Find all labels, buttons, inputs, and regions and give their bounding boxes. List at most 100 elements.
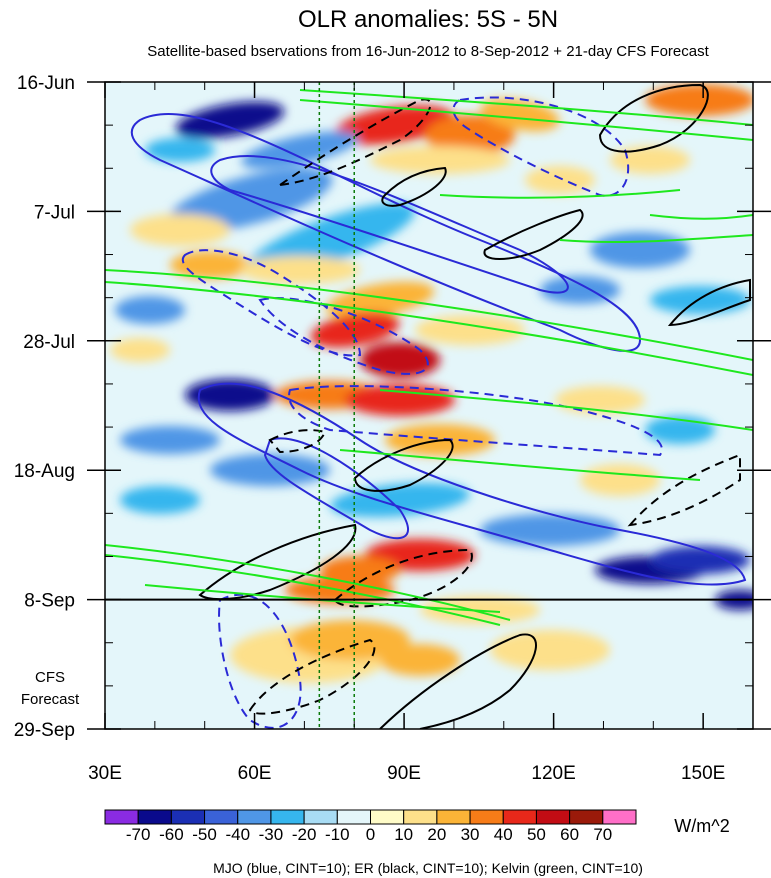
anomaly-blob — [650, 546, 750, 574]
anomaly-blob — [175, 101, 285, 139]
colorbar-level-label: -70 — [126, 825, 151, 844]
y-tick-label: 7-Jul — [34, 202, 75, 223]
anomaly-blob — [210, 454, 330, 486]
contour-line — [299, 89, 753, 126]
colorbar-level-label: 10 — [394, 825, 413, 844]
anomaly-blob — [645, 84, 753, 116]
anomaly-blob — [330, 482, 470, 518]
anomaly-blob — [610, 146, 690, 174]
colorbar-level-label: -10 — [325, 825, 350, 844]
contour-line — [105, 281, 753, 376]
colorbar: -70 -60 -50 -40 -30 -20 -10 0 10 20 30 40 50 60 70 — [104, 809, 637, 844]
chart-subtitle: Satellite-based bservations from 16-Jun-… — [147, 43, 709, 60]
colorbar-level-label: 70 — [593, 825, 612, 844]
anomaly-blob — [120, 486, 200, 514]
anomaly-blob — [540, 276, 620, 304]
contour-line — [105, 544, 511, 621]
forecast-label-line2: Forecast — [21, 691, 80, 708]
colorbar-swatch — [270, 809, 305, 825]
colorbar-swatch — [303, 809, 338, 825]
contour-line — [248, 638, 376, 715]
contour-line — [483, 208, 584, 260]
colorbar-swatch — [569, 809, 604, 825]
colorbar-unit: W/m^2 — [674, 816, 729, 836]
y-axis: 16-Jun 7-Jul 28-Jul 18-Aug 8-Sep 29-Sep — [14, 73, 771, 741]
colorbar-swatch — [104, 809, 139, 825]
colorbar-level-label: 0 — [366, 825, 375, 844]
contour-line — [379, 389, 753, 431]
contour-line — [381, 166, 447, 207]
colorbar-swatch — [436, 809, 471, 825]
contour-line — [198, 523, 357, 601]
anomaly-blob — [480, 514, 620, 546]
contour-line — [339, 449, 701, 481]
contour-line — [279, 98, 432, 186]
contour-line — [559, 234, 753, 244]
anomaly-blob — [325, 281, 435, 319]
contour-line — [439, 189, 681, 199]
colorbar-level-label: 40 — [494, 825, 513, 844]
anomaly-blob — [240, 256, 360, 284]
anomaly-blob — [145, 138, 215, 162]
anomaly-blob — [115, 296, 185, 324]
anomaly-blob — [415, 315, 525, 345]
colorbar-swatch — [535, 809, 571, 825]
chart-title: OLR anomalies: 5S - 5N — [298, 6, 558, 33]
anomaly-blob — [650, 286, 750, 314]
y-tick-label: 29-Sep — [14, 720, 75, 741]
contour-line — [649, 214, 753, 220]
colorbar-swatch — [204, 809, 239, 825]
anomaly-blob — [110, 338, 170, 362]
contour-line — [353, 438, 454, 492]
colorbar-swatch — [403, 809, 438, 825]
anomaly-blob — [380, 644, 460, 676]
colorbar-swatch — [237, 809, 272, 825]
colorbar-level-label: 50 — [527, 825, 546, 844]
anomaly-blob — [241, 131, 359, 169]
x-tick-label: 60E — [238, 763, 272, 784]
anomaly-blob — [345, 384, 455, 416]
x-axis: 30E 60E 90E 120E 150E — [88, 82, 754, 784]
x-tick-label: 30E — [88, 763, 122, 784]
anomaly-blob — [590, 232, 690, 268]
anomaly-blob — [620, 630, 740, 670]
colorbar-level-label: -50 — [192, 825, 217, 844]
x-tick-label: 120E — [531, 763, 575, 784]
contour-line — [210, 155, 569, 294]
colorbar-level-label: -40 — [225, 825, 250, 844]
y-tick-label: 18-Aug — [14, 461, 75, 482]
anomaly-blob — [370, 146, 510, 174]
contour-line — [197, 382, 747, 586]
contour-line — [105, 269, 753, 361]
contour-line — [288, 385, 663, 457]
colorbar-swatch — [602, 809, 637, 825]
forecast-label-line1: CFS — [35, 669, 65, 686]
colorbar-swatch — [170, 809, 206, 825]
anomaly-blob — [525, 166, 595, 194]
anomaly-blob — [580, 464, 660, 496]
contour-line — [299, 99, 753, 141]
contour-line — [263, 437, 410, 540]
colorbar-swatch — [469, 809, 504, 825]
colorbar-level-label: 60 — [560, 825, 579, 844]
colorbar-swatch — [336, 809, 371, 825]
contour-line — [182, 249, 362, 357]
anomaly-blob — [490, 630, 610, 670]
contour-line — [598, 83, 709, 153]
contour-legend: MJO (blue, CINT=10); ER (black, CINT=10)… — [213, 860, 643, 876]
x-tick-label: 90E — [387, 763, 421, 784]
contour-line — [379, 633, 537, 729]
anomaly-blob — [335, 105, 455, 145]
contour-line — [218, 593, 302, 729]
contour-line — [667, 278, 751, 327]
anomaly-blob — [120, 426, 220, 454]
colorbar-level-label: -20 — [292, 825, 317, 844]
contour-line — [333, 548, 473, 608]
y-tick-label: 16-Jun — [17, 73, 75, 94]
colorbar-level-label: 30 — [461, 825, 480, 844]
anomaly-blob — [310, 312, 400, 348]
y-tick-label: 28-Jul — [23, 332, 75, 353]
colorbar-swatch — [502, 809, 537, 825]
colorbar-swatch — [370, 809, 405, 825]
